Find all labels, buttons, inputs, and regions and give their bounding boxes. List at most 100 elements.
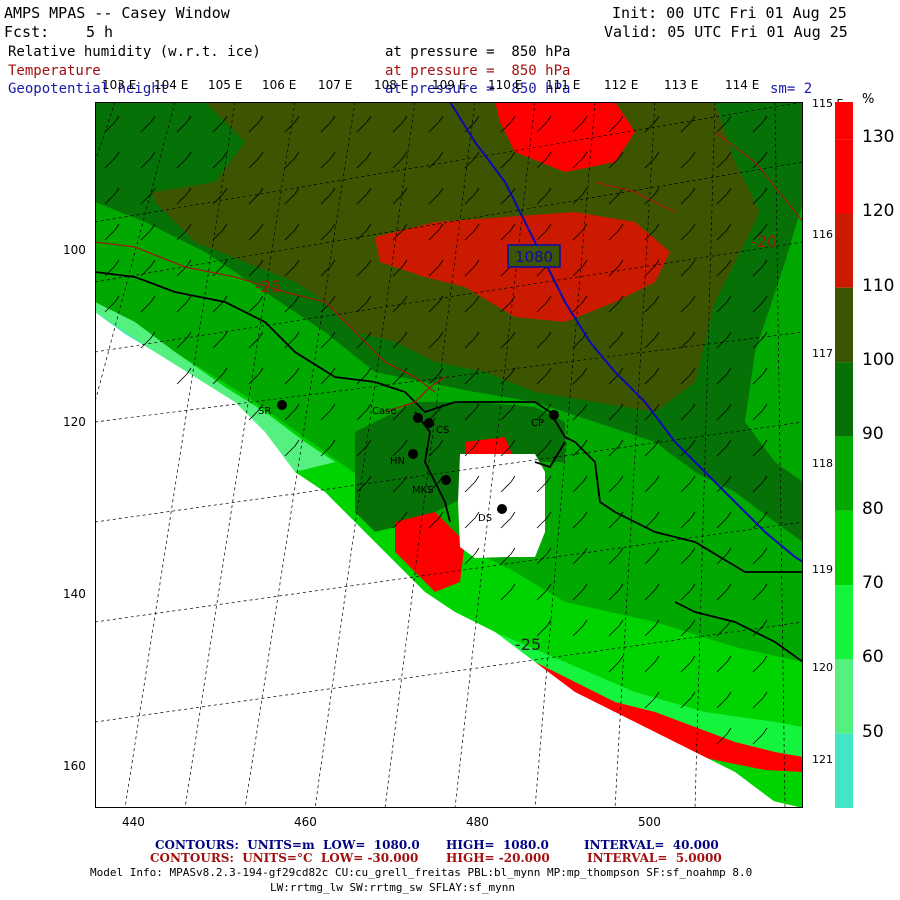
wind-barb	[176, 151, 192, 169]
wind-barb	[356, 331, 372, 349]
wind-barb	[284, 187, 300, 205]
wind-barb	[248, 115, 264, 133]
wind-barb	[644, 547, 660, 565]
wind-barb	[752, 151, 768, 169]
lon-label-top: 107 E	[318, 78, 353, 92]
wind-barb	[356, 187, 372, 205]
wind-barb	[608, 475, 624, 493]
wind-barb	[248, 223, 264, 241]
wind-barb	[320, 439, 336, 457]
wind-barb	[644, 367, 660, 385]
contour-info-height: CONTOURS: UNITS=m LOW= 1080.0	[155, 838, 420, 852]
wind-barb	[752, 619, 768, 637]
colorbar-band	[835, 436, 853, 511]
wind-barb	[356, 151, 372, 169]
wind-barb	[572, 547, 588, 565]
colorbar-tick-label: 110	[862, 275, 895, 296]
wind-barb	[428, 295, 444, 313]
wind-barb	[572, 259, 588, 277]
wind-barb	[752, 115, 768, 133]
wind-barb	[248, 331, 264, 349]
lon-label-top: 110 E	[488, 78, 523, 92]
y-tick-label: 140	[63, 587, 86, 601]
wind-barb	[104, 115, 120, 133]
wind-barb	[716, 583, 732, 601]
wind-barb	[536, 547, 552, 565]
wind-barb	[356, 475, 372, 493]
temp-contour-label: -25	[515, 635, 541, 654]
wind-barb	[464, 259, 480, 277]
wind-barb	[572, 115, 588, 133]
contour-info-temp-high: HIGH= -20.000	[446, 851, 550, 865]
map-title: AMPS MPAS -- Casey Window	[4, 4, 230, 22]
wind-barb	[500, 223, 516, 241]
model-info-radiation: LW:rrtmg_lw SW:rrtmg_sw SFLAY:sf_mynn	[270, 881, 516, 894]
wind-barb	[464, 403, 480, 421]
station-label-casey: Case	[372, 406, 396, 417]
colorbar-band	[835, 139, 853, 214]
wind-barb	[716, 727, 732, 745]
wind-barb	[536, 367, 552, 385]
wind-barb	[428, 115, 444, 133]
wind-barb	[464, 295, 480, 313]
wind-barb	[500, 187, 516, 205]
wind-barb	[140, 223, 156, 241]
wind-barb	[104, 151, 120, 169]
lon-label-top: 103 E	[102, 78, 137, 92]
colorbar-tick-label: 70	[862, 573, 884, 594]
wind-barb	[644, 331, 660, 349]
temperature-contours	[95, 131, 803, 413]
wind-barb	[104, 187, 120, 205]
forecast-label: Fcst:	[4, 23, 50, 41]
wind-barb	[140, 331, 156, 349]
field3-level: at pressure = 850 hPa	[385, 81, 571, 97]
wind-barb	[536, 223, 552, 241]
wind-barb	[752, 691, 768, 709]
contour-info-temp: CONTOURS: UNITS=°C LOW= -30.000	[150, 851, 419, 865]
contour-info-height-interval: INTERVAL= 40.000	[584, 838, 719, 852]
wind-barb	[716, 655, 732, 673]
station-label-mks: MKS	[412, 485, 434, 496]
wind-barb	[176, 367, 192, 385]
wind-barb	[644, 151, 660, 169]
x-tick-label: 440	[122, 815, 145, 829]
wind-barb	[320, 187, 336, 205]
smoothing-label: sm= 2	[770, 81, 813, 97]
wind-barb	[536, 583, 552, 601]
wind-barb	[752, 475, 768, 493]
x-tick-label: 500	[638, 815, 661, 829]
wind-barb	[320, 259, 336, 277]
y-tick-label: 120	[63, 415, 86, 429]
station-marker-cp	[549, 410, 559, 420]
wind-barb	[716, 331, 732, 349]
colorbar-band	[835, 213, 853, 288]
contour-info-temp-interval: INTERVAL= 5.0000	[587, 851, 722, 865]
wind-barb	[464, 439, 480, 457]
station-marker-sr	[277, 400, 287, 410]
rh-fill-band-light	[370, 572, 803, 762]
colorbar-band	[835, 287, 853, 363]
wind-barb	[284, 115, 300, 133]
wind-barb	[716, 223, 732, 241]
field2-name: Temperature	[8, 63, 101, 79]
wind-barb	[716, 691, 732, 709]
wind-barb	[536, 115, 552, 133]
wind-barb	[392, 223, 408, 241]
station-marker-mks	[441, 475, 451, 485]
wind-barb	[752, 331, 768, 349]
wind-barb	[608, 223, 624, 241]
wind-barb	[356, 223, 372, 241]
lon-label-top: 108 E	[374, 78, 409, 92]
wind-barb	[176, 295, 192, 313]
wind-barb	[176, 187, 192, 205]
lon-label-top: 105 E	[208, 78, 243, 92]
wind-barb	[752, 367, 768, 385]
lon-label-top: 114 E	[725, 78, 760, 92]
wind-barb	[536, 295, 552, 313]
wind-barb	[572, 151, 588, 169]
wind-barb	[572, 583, 588, 601]
wind-barb	[680, 223, 696, 241]
wind-barb	[140, 295, 156, 313]
forecast-hour: 5 h	[86, 23, 114, 41]
wind-barb	[356, 259, 372, 277]
